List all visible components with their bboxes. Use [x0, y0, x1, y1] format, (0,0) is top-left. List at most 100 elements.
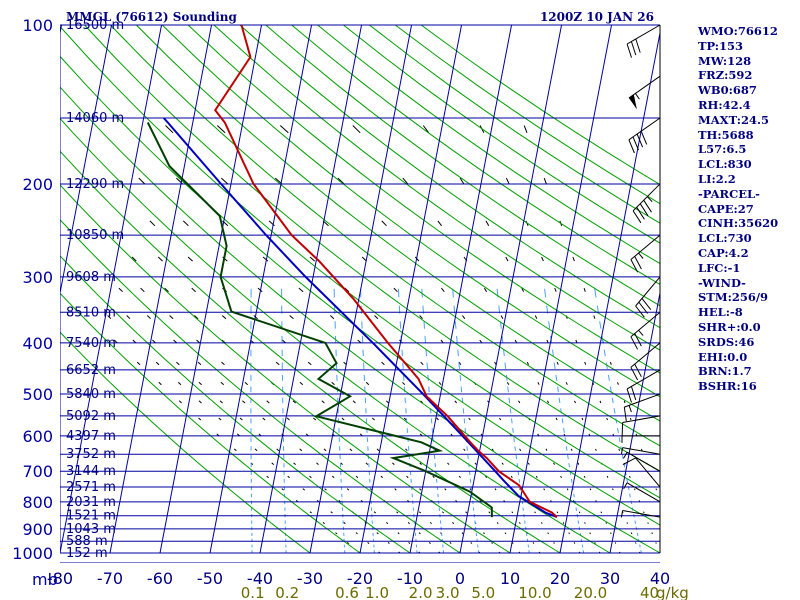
- moist-adiabat-dash: [428, 542, 431, 544]
- moist-adiabat-dash: [643, 511, 645, 514]
- moist-adiabat-dash: [407, 522, 410, 525]
- isotherm-line: [0, 25, 12, 553]
- moist-adiabat-dash: [504, 532, 507, 535]
- mixing-ratio-dash: [557, 386, 559, 393]
- height-label: 588 m: [66, 534, 108, 549]
- moist-adiabat-dash: [618, 448, 621, 451]
- barb-feather: [643, 199, 652, 213]
- moist-adiabat-dash: [221, 361, 225, 366]
- moist-adiabat-dash: [418, 532, 421, 535]
- moist-adiabat-dash: [463, 448, 466, 452]
- wind-barb: [630, 311, 661, 350]
- moist-adiabat-dash: [583, 475, 586, 478]
- moist-adiabat-dash: [158, 381, 162, 386]
- mixing-ratio-dash: [454, 321, 457, 329]
- moist-adiabat-dash: [341, 417, 345, 421]
- moist-adiabat-dash: [527, 462, 530, 465]
- moist-adiabat-dash: [402, 177, 409, 185]
- barb-feather: [630, 41, 637, 56]
- barb-feather: [635, 305, 645, 318]
- moist-adiabat-dash: [420, 361, 424, 366]
- moist-adiabat-dash: [149, 220, 156, 227]
- moist-adiabat-dash: [218, 417, 222, 421]
- moist-adiabat-dash: [262, 256, 269, 262]
- pressure-tick-label: 500: [22, 385, 53, 404]
- moist-adiabat-dash: [198, 400, 202, 404]
- mixing-ratio-label: 10.0: [518, 584, 551, 600]
- moist-adiabat-dash: [146, 315, 151, 320]
- index-item: CAPE:27: [698, 201, 754, 216]
- moist-adiabat-dash: [268, 220, 275, 227]
- isotherm-line: [609, 290, 660, 554]
- height-label: 3752 m: [66, 447, 116, 462]
- moist-adiabat-dash: [242, 400, 246, 404]
- mixing-ratio-dash: [515, 454, 518, 460]
- barb-feather: [639, 203, 649, 217]
- moist-adiabat-dash: [641, 448, 643, 451]
- chart-title: MMGL (76612) Sounding: [66, 10, 238, 24]
- moist-adiabat-dash: [316, 462, 319, 465]
- moist-adiabat-dash: [309, 475, 312, 479]
- moist-adiabat-dash: [432, 475, 435, 479]
- moist-adiabat-dash: [485, 220, 490, 227]
- mixing-ratio-dash: [568, 463, 570, 468]
- index-item: SRDS:46: [698, 334, 755, 349]
- moist-adiabat-dash: [126, 315, 131, 320]
- index-item: CINH:35620: [698, 216, 779, 231]
- height-label: 4397 m: [66, 429, 116, 444]
- moist-adiabat-dash: [279, 125, 289, 134]
- moist-adiabat-dash: [408, 542, 411, 544]
- mixing-ratio-dash: [517, 471, 520, 476]
- moist-adiabat-dash: [461, 532, 464, 535]
- moist-adiabat-dash: [510, 475, 513, 478]
- moist-adiabat-dash: [500, 315, 504, 319]
- moist-adiabat-dash: [452, 522, 455, 525]
- mixing-ratio-dash: [424, 335, 426, 343]
- pressure-tick-label: 600: [22, 427, 53, 446]
- moist-adiabat-dash: [340, 462, 343, 465]
- moist-adiabat-dash: [299, 448, 303, 452]
- moist-adiabat-dash: [250, 462, 254, 465]
- mixing-ratio-dash: [460, 386, 463, 393]
- mixing-ratio-dash: [507, 386, 509, 393]
- isotherm-line: [60, 24, 163, 554]
- moist-adiabat-dash: [302, 488, 306, 491]
- barb-feather: [630, 336, 639, 350]
- moist-adiabat-dash: [374, 315, 379, 320]
- mixing-ratio-dash: [423, 321, 425, 329]
- moist-adiabat-dash: [577, 462, 580, 465]
- barb-shaft: [626, 451, 661, 472]
- moist-adiabat-dash: [254, 448, 258, 452]
- moist-adiabat-dash: [573, 542, 576, 544]
- wind-barb: [635, 276, 661, 318]
- moist-adiabat-dash: [299, 381, 304, 386]
- moist-adiabat-dash: [239, 417, 243, 421]
- moist-adiabat-dash: [355, 532, 358, 535]
- barb-feather: [634, 256, 642, 270]
- index-item: -WIND-: [698, 275, 746, 290]
- mixing-ratio-dash: [629, 493, 631, 498]
- barb-feather: [626, 388, 632, 403]
- barb-half-feather: [628, 405, 632, 413]
- barb-feather: [630, 259, 639, 273]
- index-item: TH:5688: [698, 127, 754, 142]
- moist-adiabat-dash: [534, 315, 538, 319]
- mixing-ratio-dash: [555, 374, 558, 381]
- moist-adiabat-dash: [271, 462, 275, 465]
- moist-adiabat-dash: [498, 417, 502, 421]
- moist-adiabat-dash: [606, 475, 609, 478]
- barb-feather: [636, 133, 644, 148]
- moist-adiabat-dash: [553, 462, 555, 465]
- moist-adiabat-dash: [344, 287, 350, 293]
- moist-adiabat-dash: [420, 400, 424, 404]
- mixing-ratio-dash: [504, 362, 507, 369]
- dry-adiabat-line: [110, 24, 660, 447]
- wind-barb: [630, 342, 661, 381]
- barb-feather: [630, 367, 639, 381]
- moist-adiabat-dash: [330, 511, 333, 514]
- moist-adiabat-dash: [600, 511, 603, 514]
- index-item: MAXT:24.5: [698, 112, 769, 127]
- index-item: WMO:76612: [698, 24, 778, 38]
- moist-adiabat-dash: [406, 475, 409, 479]
- moist-adiabat-dash: [583, 287, 586, 292]
